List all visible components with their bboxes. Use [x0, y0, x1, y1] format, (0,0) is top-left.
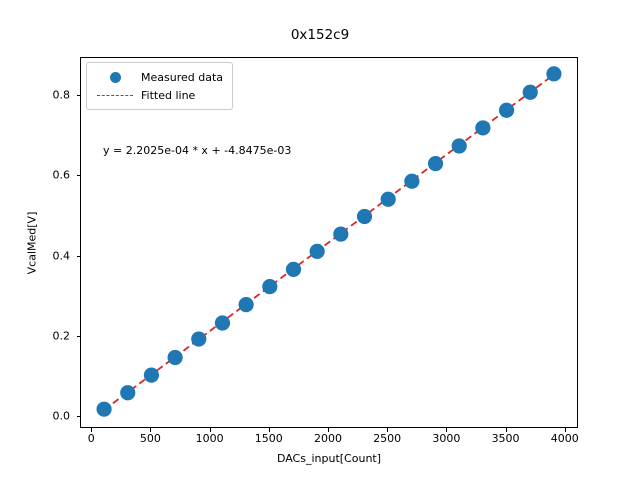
x-tick-label: 2000 — [314, 432, 342, 445]
x-tick-label: 0 — [87, 432, 95, 445]
x-tick-mark — [564, 428, 566, 432]
x-tick-mark — [91, 428, 93, 432]
y-tick-mark — [76, 95, 80, 97]
data-point — [96, 401, 112, 417]
data-point — [451, 138, 467, 154]
x-tick-label: 2500 — [373, 432, 402, 445]
data-point — [333, 226, 349, 242]
data-point — [475, 120, 491, 136]
y-tick-mark — [76, 335, 80, 337]
plot-canvas — [96, 66, 562, 417]
x-tick-label: 4000 — [550, 432, 579, 445]
data-point — [214, 315, 231, 331]
x-tick-label: 1500 — [254, 432, 283, 445]
x-tick-label: 1000 — [195, 432, 224, 445]
y-tick-mark — [76, 255, 80, 257]
data-point — [262, 278, 278, 295]
y-tick-label: 0.0 — [52, 409, 71, 423]
y-tick-mark — [76, 415, 80, 417]
data-point — [546, 66, 562, 82]
data-point — [167, 349, 183, 366]
y-tick-label: 0.8 — [52, 88, 71, 102]
x-tick-mark — [328, 428, 329, 432]
legend-item-fitted-line: Fitted line — [94, 86, 223, 104]
legend-marker-icon — [94, 71, 136, 83]
data-point — [427, 155, 444, 172]
legend: Measured data Fitted line — [86, 62, 234, 110]
x-tick-mark — [150, 428, 152, 432]
y-axis-label-text: VcalMed[V] — [25, 211, 39, 274]
measured-data-points — [96, 66, 562, 417]
y-tick-mark — [76, 175, 80, 177]
data-point — [191, 331, 207, 347]
data-point — [498, 102, 515, 118]
legend-label-measured-data: Measured data — [141, 70, 224, 84]
data-point — [120, 385, 136, 401]
y-axis-label: VcalMed[V] — [22, 57, 42, 428]
x-tick-label: 500 — [139, 432, 161, 445]
data-point — [356, 208, 373, 225]
y-tick-label: 0.4 — [52, 249, 71, 263]
data-point — [522, 84, 538, 100]
x-tick-mark — [446, 428, 448, 432]
legend-item-measured-data: Measured data — [94, 68, 223, 86]
x-axis-label: DACs_input[Count] — [276, 452, 382, 465]
data-point — [380, 191, 396, 207]
legend-label-fitted-line: Fitted line — [141, 88, 196, 102]
x-tick-mark — [505, 428, 507, 432]
page-title: 0x152c9 — [290, 27, 350, 43]
x-tick-label: 3500 — [491, 432, 520, 445]
y-tick-label: 0.2 — [52, 329, 71, 343]
plot-area — [80, 57, 578, 428]
y-tick-label: 0.6 — [52, 168, 71, 182]
x-tick-label: 3000 — [432, 432, 461, 445]
data-point — [309, 243, 325, 259]
data-point — [404, 173, 420, 189]
x-tick-mark — [387, 428, 389, 432]
legend-dash-icon — [94, 94, 136, 96]
fit-equation-annotation: y = 2.2025e-04 * x + -4.8475e-03 — [103, 144, 292, 157]
data-point — [285, 261, 302, 277]
data-point — [238, 297, 254, 313]
dashed-line-icon — [97, 94, 133, 96]
x-tick-mark — [268, 428, 270, 432]
data-point — [143, 367, 160, 383]
circle-marker-icon — [109, 71, 121, 83]
x-tick-mark — [209, 428, 211, 432]
